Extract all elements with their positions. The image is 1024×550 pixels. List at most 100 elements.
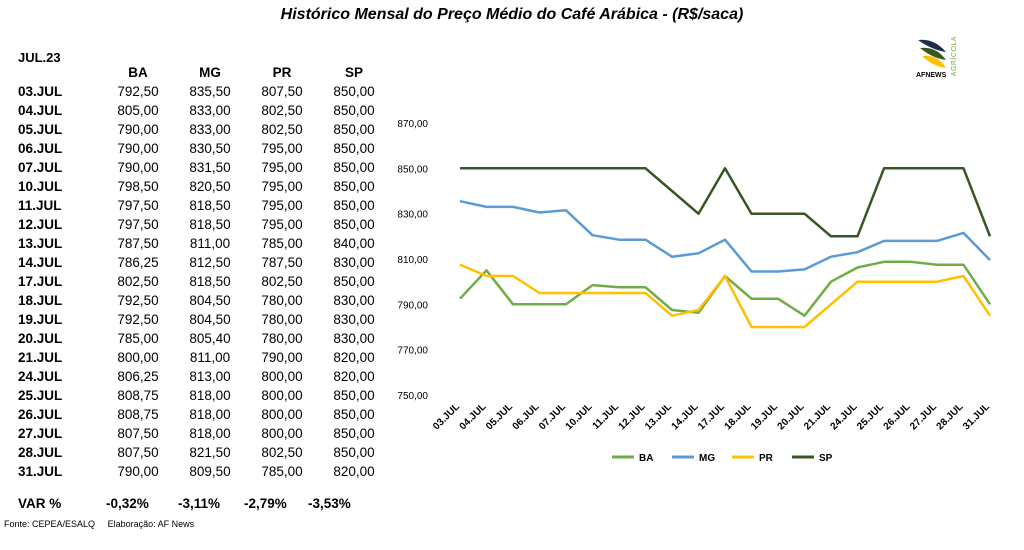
table-row: 25.JUL 808,75 818,00 800,00 850,00 xyxy=(14,386,390,405)
x-tick-label: 27.JUL xyxy=(908,401,939,432)
cell-pr: 780,00 xyxy=(261,293,303,308)
cell-mg: 833,00 xyxy=(189,122,231,137)
cell-sp: 850,00 xyxy=(333,274,375,289)
series-line-pr xyxy=(459,263,992,329)
table-header-ba: BA xyxy=(128,65,148,80)
row-date: 05.JUL xyxy=(18,122,63,137)
x-tick-label: 03.JUL xyxy=(431,401,462,432)
row-date: 13.JUL xyxy=(18,236,63,251)
table-row: 17.JUL 802,50 818,50 802,50 850,00 xyxy=(14,272,390,291)
table-row: 05.JUL 790,00 833,00 802,50 850,00 xyxy=(14,120,390,139)
cell-pr: 785,00 xyxy=(261,236,303,251)
cell-pr: 795,00 xyxy=(261,198,303,213)
cell-ba: 800,00 xyxy=(117,350,159,365)
y-tick-label: 850,00 xyxy=(397,164,428,175)
cell-sp: 850,00 xyxy=(333,103,375,118)
y-tick-label: 810,00 xyxy=(397,255,428,266)
cell-mg: 818,00 xyxy=(189,407,231,422)
var-sp: -3,53% xyxy=(308,496,351,511)
cell-mg: 833,00 xyxy=(189,103,231,118)
cell-mg: 820,50 xyxy=(189,179,231,194)
cell-pr: 800,00 xyxy=(261,426,303,441)
x-tick-label: 06.JUL xyxy=(511,401,542,432)
cell-ba: 792,50 xyxy=(117,312,159,327)
x-tick-label: 31.JUL xyxy=(961,401,992,432)
var-pr: -2,79% xyxy=(244,496,287,511)
legend-label-ba: BA xyxy=(639,453,653,464)
logo-name: AFNEWS xyxy=(916,72,947,79)
cell-pr: 802,50 xyxy=(261,103,303,118)
table-row: 26.JUL 808,75 818,00 800,00 850,00 xyxy=(14,405,390,424)
cell-sp: 830,00 xyxy=(333,293,375,308)
cell-ba: 790,00 xyxy=(117,160,159,175)
cell-pr: 800,00 xyxy=(261,369,303,384)
cell-sp: 840,00 xyxy=(333,236,375,251)
price-table: BA MG PR SP 03.JUL 792,50 835,50 807,50 850,… xyxy=(14,63,390,481)
x-tick-label: 28.JUL xyxy=(935,401,966,432)
cell-pr: 780,00 xyxy=(261,331,303,346)
cell-sp: 820,00 xyxy=(333,350,375,365)
table-row: 11.JUL 797,50 818,50 795,00 850,00 xyxy=(14,196,390,215)
cell-sp: 850,00 xyxy=(333,388,375,403)
cell-ba: 797,50 xyxy=(117,217,159,232)
x-tick-label: 13.JUL xyxy=(643,401,674,432)
series-line-sp xyxy=(460,167,992,238)
cell-pr: 802,50 xyxy=(261,445,303,460)
table-row: 27.JUL 807,50 818,00 800,00 850,00 xyxy=(14,424,390,443)
x-tick-label: 14.JUL xyxy=(670,401,701,432)
cell-ba: 787,50 xyxy=(117,236,159,251)
row-date: 20.JUL xyxy=(18,331,63,346)
row-date: 14.JUL xyxy=(18,255,63,270)
table-row: 07.JUL 790,00 831,50 795,00 850,00 xyxy=(14,158,390,177)
cell-ba: 808,75 xyxy=(117,388,159,403)
row-date: 31.JUL xyxy=(18,464,63,479)
cell-ba: 808,75 xyxy=(117,407,159,422)
table-header-row: BA MG PR SP xyxy=(14,63,390,82)
source-note: Fonte: CEPEA/ESALQ Elaboração: AF News xyxy=(4,519,204,529)
y-tick-label: 750,00 xyxy=(397,391,428,402)
x-tick-label: 20.JUL xyxy=(776,401,807,432)
table-row: 12.JUL 797,50 818,50 795,00 850,00 xyxy=(14,215,390,234)
x-tick-label: 24.JUL xyxy=(829,401,860,432)
table-row: 03.JUL 792,50 835,50 807,50 850,00 xyxy=(14,82,390,101)
table-row: 14.JUL 786,25 812,50 787,50 830,00 xyxy=(14,253,390,272)
cell-pr: 802,50 xyxy=(261,122,303,137)
row-date: 24.JUL xyxy=(18,369,63,384)
cell-mg: 835,50 xyxy=(189,84,231,99)
cell-pr: 807,50 xyxy=(261,84,303,99)
cell-mg: 830,50 xyxy=(189,141,231,156)
cell-pr: 795,00 xyxy=(261,179,303,194)
cell-ba: 785,00 xyxy=(117,331,159,346)
cell-pr: 785,00 xyxy=(261,464,303,479)
cell-mg: 811,00 xyxy=(189,350,231,365)
cell-pr: 795,00 xyxy=(261,217,303,232)
table-row: 24.JUL 806,25 813,00 800,00 820,00 xyxy=(14,367,390,386)
y-tick-label: 770,00 xyxy=(397,346,428,357)
logo-sub: AGRÍCOLA xyxy=(951,36,958,77)
table-row: 10.JUL 798,50 820,50 795,00 850,00 xyxy=(14,177,390,196)
row-date: 04.JUL xyxy=(18,103,63,118)
x-tick-label: 17.JUL xyxy=(696,401,727,432)
row-date: 19.JUL xyxy=(18,312,63,327)
cell-mg: 804,50 xyxy=(189,293,231,308)
cell-pr: 800,00 xyxy=(261,388,303,403)
legend-label-pr: PR xyxy=(759,453,774,464)
x-tick-label: 25.JUL xyxy=(855,401,886,432)
cell-sp: 850,00 xyxy=(333,198,375,213)
cell-sp: 850,00 xyxy=(333,217,375,232)
cell-sp: 850,00 xyxy=(333,407,375,422)
x-tick-label: 07.JUL xyxy=(537,401,568,432)
cell-pr: 787,50 xyxy=(261,255,303,270)
table-row: 04.JUL 805,00 833,00 802,50 850,00 xyxy=(14,101,390,120)
row-date: 03.JUL xyxy=(18,84,63,99)
cell-sp: 830,00 xyxy=(333,312,375,327)
cell-mg: 821,50 xyxy=(189,445,231,460)
period-label: JUL.23 xyxy=(18,50,61,65)
row-date: 26.JUL xyxy=(18,407,63,422)
cell-ba: 807,50 xyxy=(117,426,159,441)
table-header-sp: SP xyxy=(344,65,363,80)
var-mg: -3,11% xyxy=(178,496,221,511)
cell-sp: 820,00 xyxy=(333,464,375,479)
cell-pr: 802,50 xyxy=(261,274,303,289)
var-ba: -0,32% xyxy=(106,496,149,511)
